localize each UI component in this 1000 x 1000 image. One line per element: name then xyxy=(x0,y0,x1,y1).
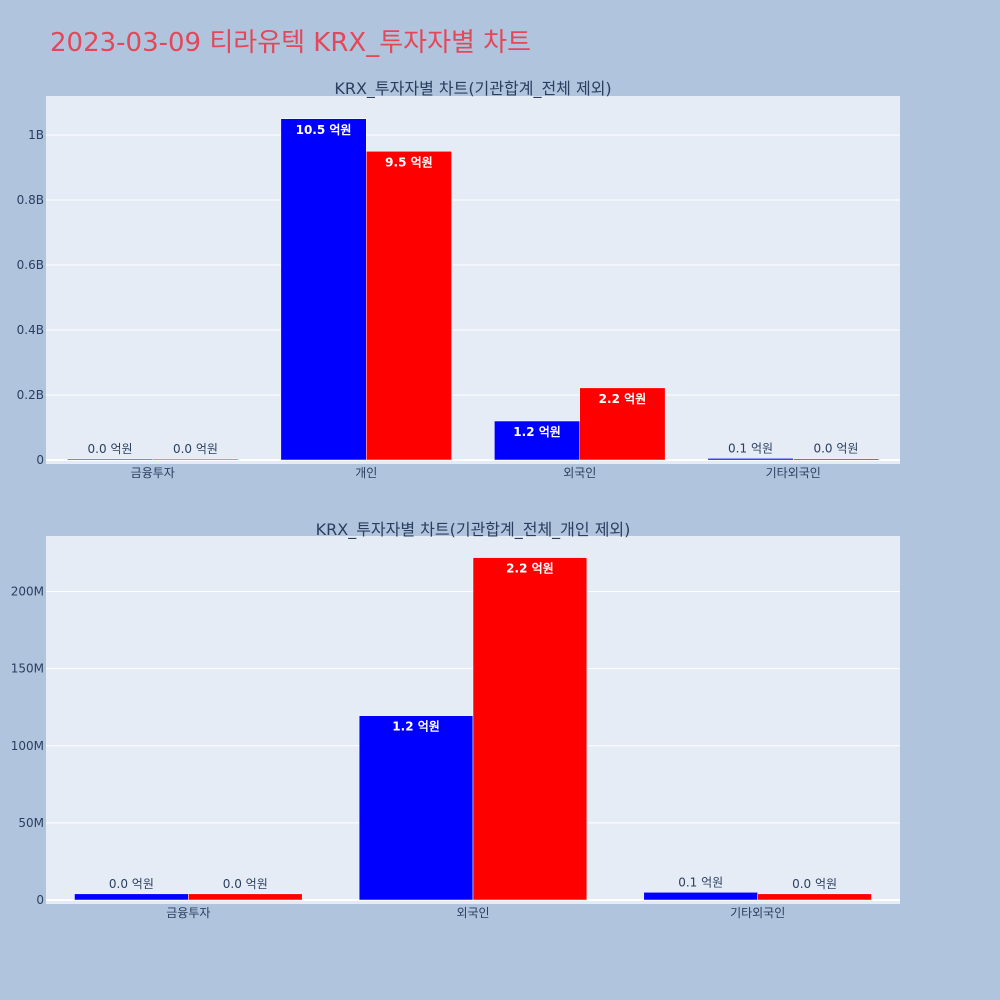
bar xyxy=(188,893,303,901)
data-label: 0.1 억원 xyxy=(728,441,773,455)
x-tick-label: 기타외국인 xyxy=(766,466,821,480)
y-tick-label: 0.4B xyxy=(17,323,44,337)
y-tick-label: 200M xyxy=(11,585,44,599)
bar xyxy=(643,892,758,901)
bar xyxy=(366,151,452,461)
data-label: 0.0 억원 xyxy=(813,442,858,456)
bar xyxy=(280,118,367,461)
y-tick-label: 150M xyxy=(11,662,44,676)
chart-2: 0 50M 100M 150M 200M KRX_투자자별 차트(기관합계_전체_개인 제… xyxy=(11,520,900,920)
y-tick-label: 1B xyxy=(28,128,44,142)
x-tick-label: 개인 xyxy=(355,466,377,480)
bar xyxy=(472,557,588,901)
data-label: 9.5 억원 xyxy=(385,155,433,169)
y-tick-label: 50M xyxy=(18,816,44,830)
y-tick-label: 100M xyxy=(11,739,44,753)
data-label: 2.2 억원 xyxy=(506,562,554,576)
bar xyxy=(358,715,474,901)
y-tick-label: 0 xyxy=(36,453,44,467)
y-tick-label: 0 xyxy=(36,893,44,907)
bar xyxy=(74,893,189,901)
data-label: 0.0 억원 xyxy=(223,877,268,891)
chart-title: KRX_투자자별 차트(기관합계_전체 제외) xyxy=(334,79,611,99)
x-tick-label: 금융투자 xyxy=(131,466,175,480)
data-label: 0.0 억원 xyxy=(173,442,218,456)
x-tick-label: 기타외국인 xyxy=(730,906,785,920)
data-label: 0.0 억원 xyxy=(109,877,154,891)
chart-1: 0 0.2B 0.4B 0.6B 0.8B 1B KRX_투자자별 차트(기관합계_전체 제… xyxy=(17,79,900,480)
data-label: 1.2 억원 xyxy=(513,425,561,439)
bar xyxy=(579,387,666,461)
data-label: 0.0 억원 xyxy=(792,877,837,891)
bar xyxy=(707,458,794,461)
y-tick-label: 0.2B xyxy=(17,388,44,402)
x-tick-label: 외국인 xyxy=(456,906,489,920)
data-label: 10.5 억원 xyxy=(296,123,352,137)
x-tick-label: 외국인 xyxy=(563,466,596,480)
data-label: 0.0 억원 xyxy=(88,442,133,456)
y-tick-label: 0.8B xyxy=(17,193,44,207)
chart-title: KRX_투자자별 차트(기관합계_전체_개인 제외) xyxy=(316,520,631,540)
data-label: 0.1 억원 xyxy=(678,875,723,889)
plot-area xyxy=(46,96,900,464)
bar xyxy=(152,458,239,461)
data-label: 2.2 억원 xyxy=(599,392,647,406)
page-title: 2023-03-09 티라유텍 KRX_투자자별 차트 xyxy=(50,28,532,58)
bar xyxy=(793,458,879,461)
x-tick-label: 금융투자 xyxy=(166,906,210,920)
bar xyxy=(757,893,872,901)
bar xyxy=(67,458,153,461)
y-tick-label: 0.6B xyxy=(17,258,44,272)
data-label: 1.2 억원 xyxy=(392,720,440,734)
